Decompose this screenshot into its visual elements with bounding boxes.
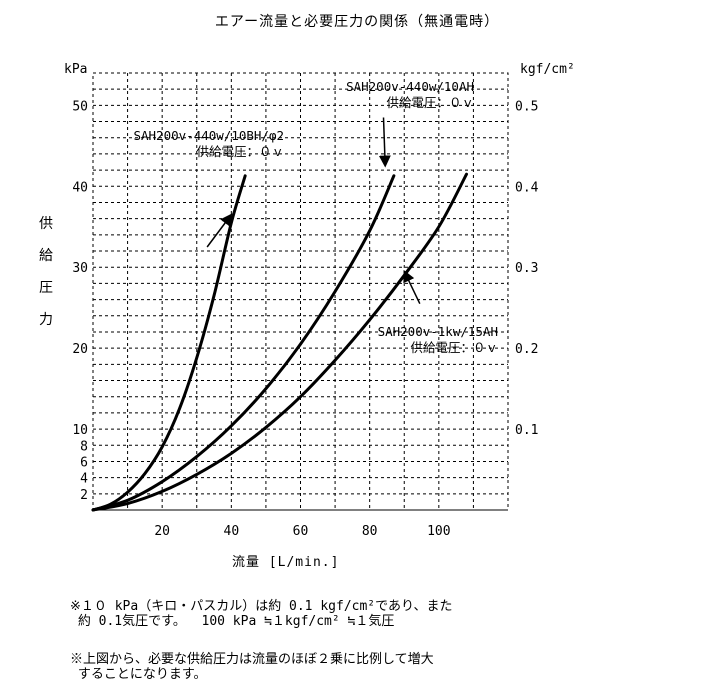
y-tick-label: 2 <box>80 488 88 503</box>
series-label-1kw-15ah: SAH200v-1kw/15AH 供給電圧：０ｖ <box>377 324 498 355</box>
y-tick-label: 30 <box>72 261 88 276</box>
note-pressure-flow: ※上図から、必要な供給圧力は流量のほぼ２乗に比例して増大 することになります。 <box>70 652 434 682</box>
leader-arrow-1kw-15ah <box>403 269 421 304</box>
y-tick-label: 20 <box>72 342 88 357</box>
note-kpa-conversion: ※１０ kPa（キロ・パスカル）は約 0.1 kgf/cm²であり、また 約 0… <box>70 599 453 629</box>
x-axis-label: 流量 [L/min.] <box>232 555 340 570</box>
y2-tick-label: 0.3 <box>515 261 538 276</box>
y-tick-label: 10 <box>72 423 88 438</box>
y-tick-label: 4 <box>80 472 88 487</box>
y-axis-unit-right: kgf/cm² <box>520 62 575 77</box>
y2-tick-label: 0.2 <box>515 342 538 357</box>
series-line-440w-10bh <box>91 174 247 512</box>
leader-arrow-440w-10ah <box>378 117 391 168</box>
series-label-440w-10bh: SAH200v-440w/10BH/φ2 供給電圧：０ｖ <box>133 128 284 159</box>
y-tick-label: 8 <box>80 439 88 454</box>
y-tick-label: 6 <box>80 455 88 470</box>
y-tick-label: 50 <box>72 99 88 114</box>
series-line-440w-10ah <box>91 174 396 512</box>
x-tick-label: 80 <box>362 524 378 539</box>
x-tick-label: 100 <box>427 524 450 539</box>
series-label-440w-10ah: SAH200v-440w/10AH 供給電圧：０ｖ <box>346 79 474 110</box>
x-tick-label: 20 <box>154 524 170 539</box>
leader-arrow-440w-10bh <box>206 213 233 248</box>
y-tick-label: 40 <box>72 180 88 195</box>
y-axis-unit-left: kPa <box>64 62 88 77</box>
y2-tick-label: 0.5 <box>515 99 538 114</box>
x-tick-label: 60 <box>293 524 309 539</box>
chart-title: エアー流量と必要圧力の関係（無通電時） <box>214 14 500 30</box>
y-axis-label: 供 給 圧 力 <box>39 216 53 328</box>
y2-tick-label: 0.4 <box>515 180 539 195</box>
y2-tick-label: 0.1 <box>515 423 538 438</box>
x-tick-label: 40 <box>224 524 240 539</box>
